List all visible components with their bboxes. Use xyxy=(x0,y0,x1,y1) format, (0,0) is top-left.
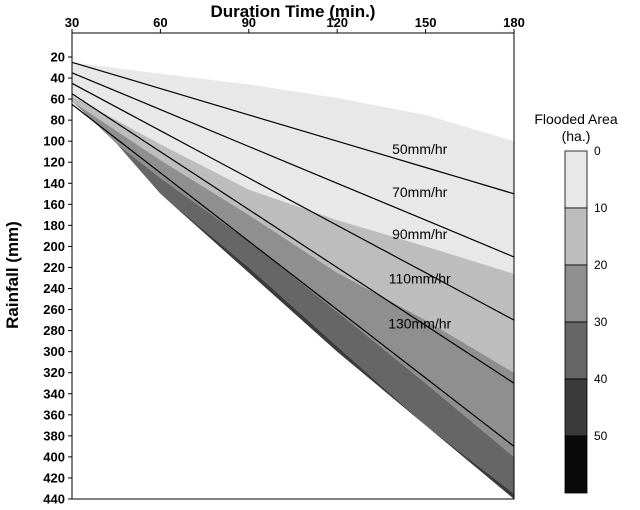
y-tick-label-9: 200 xyxy=(43,239,65,254)
flooded-band-1 xyxy=(72,95,514,373)
y-tick-label-11: 240 xyxy=(43,281,65,296)
y-tick-label-19: 400 xyxy=(43,449,65,464)
intensity-labels: 50mm/hr 70mm/hr 90mm/hr 110mm/hr 130mm/hr xyxy=(388,141,451,332)
intensity-line-0 xyxy=(71,61,515,195)
y-tick-label-5: 120 xyxy=(43,155,65,170)
y-tick-label-6: 140 xyxy=(43,176,65,191)
legend-swatch-1 xyxy=(564,207,588,266)
intensity-label-1: 70mm/hr xyxy=(392,184,448,200)
y-tick-label-10: 220 xyxy=(43,260,65,275)
intensity-line-1 xyxy=(71,72,515,258)
y-tick-label-4: 100 xyxy=(43,134,65,149)
x-axis-title: Duration Time (min.) xyxy=(211,2,376,21)
intensity-label-4: 130mm/hr xyxy=(388,316,451,332)
legend-tick-label-1: 10 xyxy=(594,201,608,215)
x-tick-label-2: 90 xyxy=(242,15,256,30)
y-tick-label-20: 420 xyxy=(43,470,65,485)
y-tick-label-14: 300 xyxy=(43,344,65,359)
flooded-band-4 xyxy=(160,193,514,500)
legend-tick-label-3: 30 xyxy=(594,315,608,329)
legend-swatch-2 xyxy=(564,264,588,323)
y-tick-label-16: 340 xyxy=(43,386,65,401)
legend-ticks: 0 10 20 30 40 50 xyxy=(594,144,608,443)
y-tick-label-12: 260 xyxy=(43,302,65,317)
flooded-band-3 xyxy=(116,143,514,494)
y-tick-label-2: 60 xyxy=(51,92,65,107)
legend-tick-label-2: 20 xyxy=(594,258,608,272)
y-tick-label-1: 40 xyxy=(51,71,65,86)
intensity-lines xyxy=(71,61,515,447)
intensity-label-0: 50mm/hr xyxy=(392,141,448,157)
legend-swatches xyxy=(564,150,588,494)
y-tick-label-15: 320 xyxy=(43,365,65,380)
intensity-line-2 xyxy=(71,82,515,321)
plot-frame xyxy=(71,32,515,500)
x-axis-ticks: 30 60 90 120 150 180 xyxy=(65,15,525,33)
legend-tick-label-4: 40 xyxy=(594,372,608,386)
y-axis-title: Rainfall (mm) xyxy=(3,221,22,329)
y-tick-label-17: 360 xyxy=(43,407,65,422)
legend-swatch-3 xyxy=(564,321,588,380)
legend-swatch-0 xyxy=(564,150,588,209)
x-tick-label-1: 60 xyxy=(153,15,167,30)
flooded-band-0 xyxy=(72,62,514,274)
legend-tick-label-5: 50 xyxy=(594,429,608,443)
legend-title-line1: Flooded Area xyxy=(534,111,617,127)
intensity-label-2: 90mm/hr xyxy=(392,226,448,242)
legend-title-line2: (ha.) xyxy=(562,128,591,144)
y-tick-label-7: 160 xyxy=(43,197,65,212)
legend-swatch-5 xyxy=(564,435,588,494)
intensity-line-4 xyxy=(71,103,515,447)
legend: Flooded Area (ha.) 0 10 20 30 40 50 xyxy=(534,111,618,494)
x-tick-label-0: 30 xyxy=(65,15,79,30)
y-tick-label-21: 440 xyxy=(43,492,65,507)
y-tick-label-18: 380 xyxy=(43,428,65,443)
y-tick-label-0: 20 xyxy=(51,50,65,65)
y-tick-label-13: 280 xyxy=(43,323,65,338)
y-tick-label-3: 80 xyxy=(51,113,65,128)
x-tick-label-3: 120 xyxy=(326,15,348,30)
y-axis-ticks: 20 40 60 80 100 120 140 160 180 200 220 240 260 280 30… xyxy=(43,50,72,507)
x-tick-label-5: 180 xyxy=(503,15,525,30)
intensity-label-3: 110mm/hr xyxy=(389,270,451,286)
intensity-line-3 xyxy=(71,93,515,384)
y-tick-label-8: 180 xyxy=(43,218,65,233)
legend-swatch-4 xyxy=(564,378,588,437)
legend-tick-label-0: 0 xyxy=(594,144,601,158)
x-tick-label-4: 150 xyxy=(415,15,437,30)
